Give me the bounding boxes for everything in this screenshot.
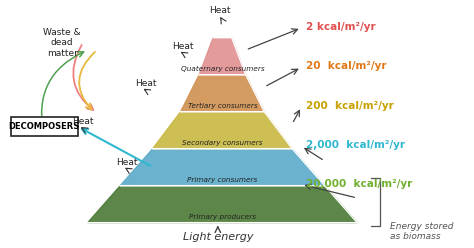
Text: Heat: Heat [172,42,194,51]
Text: Primary producers: Primary producers [189,214,256,220]
Text: Secondary consumers: Secondary consumers [182,140,263,146]
Text: Heat: Heat [73,118,94,126]
Text: Quaternary consumers: Quaternary consumers [181,66,264,72]
Polygon shape [88,186,357,223]
Text: Primary consumers: Primary consumers [187,177,257,183]
Text: Light energy: Light energy [182,232,253,242]
Text: Heat: Heat [117,158,138,167]
Polygon shape [199,38,246,75]
Text: Heat: Heat [210,6,231,15]
Polygon shape [120,149,325,186]
Polygon shape [153,112,292,149]
Text: DECOMPOSERS: DECOMPOSERS [8,122,79,131]
Text: 2,000  kcal/m²/yr: 2,000 kcal/m²/yr [306,140,405,150]
Text: 20,000  kcal/m²/yr: 20,000 kcal/m²/yr [306,179,412,189]
Text: Energy stored
as biomass: Energy stored as biomass [390,221,453,241]
Text: 200  kcal/m²/yr: 200 kcal/m²/yr [306,100,394,111]
Text: 20  kcal/m²/yr: 20 kcal/m²/yr [306,61,387,71]
FancyBboxPatch shape [11,117,79,136]
Text: Waste &
dead
matter: Waste & dead matter [44,28,81,58]
Text: 2 kcal/m²/yr: 2 kcal/m²/yr [306,22,376,31]
Text: Heat: Heat [135,79,156,88]
Polygon shape [181,75,264,112]
Text: Tertiary consumers: Tertiary consumers [188,103,257,109]
